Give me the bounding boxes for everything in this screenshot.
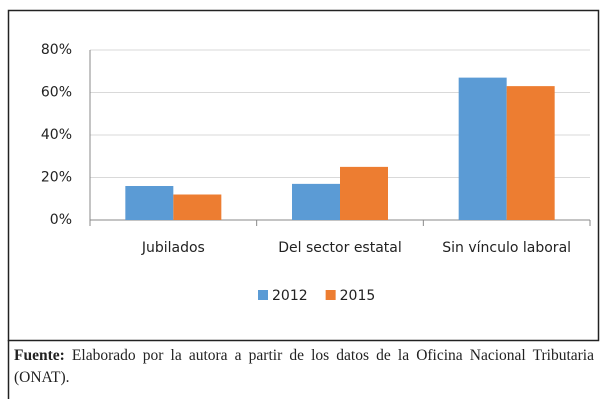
bar (340, 166, 388, 220)
bar (125, 186, 174, 220)
legend-swatch (258, 290, 268, 300)
bar (506, 86, 555, 220)
caption-text: Elaborado por la autora a partir de los … (14, 347, 594, 386)
legend-label: 2015 (340, 288, 376, 304)
bar (173, 194, 222, 220)
x-tick-label: Sin vínculo laboral (442, 240, 571, 256)
y-tick-label: 20% (41, 170, 72, 186)
legend-swatch (325, 290, 336, 300)
y-tick-label: 60% (41, 85, 72, 101)
x-tick-label: Del sector estatal (278, 240, 402, 256)
y-tick-label: 80% (41, 42, 72, 58)
caption-label: Fuente: (14, 347, 65, 364)
y-tick-label: 0% (50, 212, 72, 228)
bar (292, 183, 340, 220)
caption: Fuente: Elaborado por la autora a partir… (14, 345, 594, 389)
bar (458, 77, 507, 220)
y-tick-label: 40% (41, 127, 72, 143)
x-tick-label: Jubilados (141, 240, 205, 256)
legend-label: 2012 (272, 288, 308, 304)
chart-frame (7, 9, 600, 342)
